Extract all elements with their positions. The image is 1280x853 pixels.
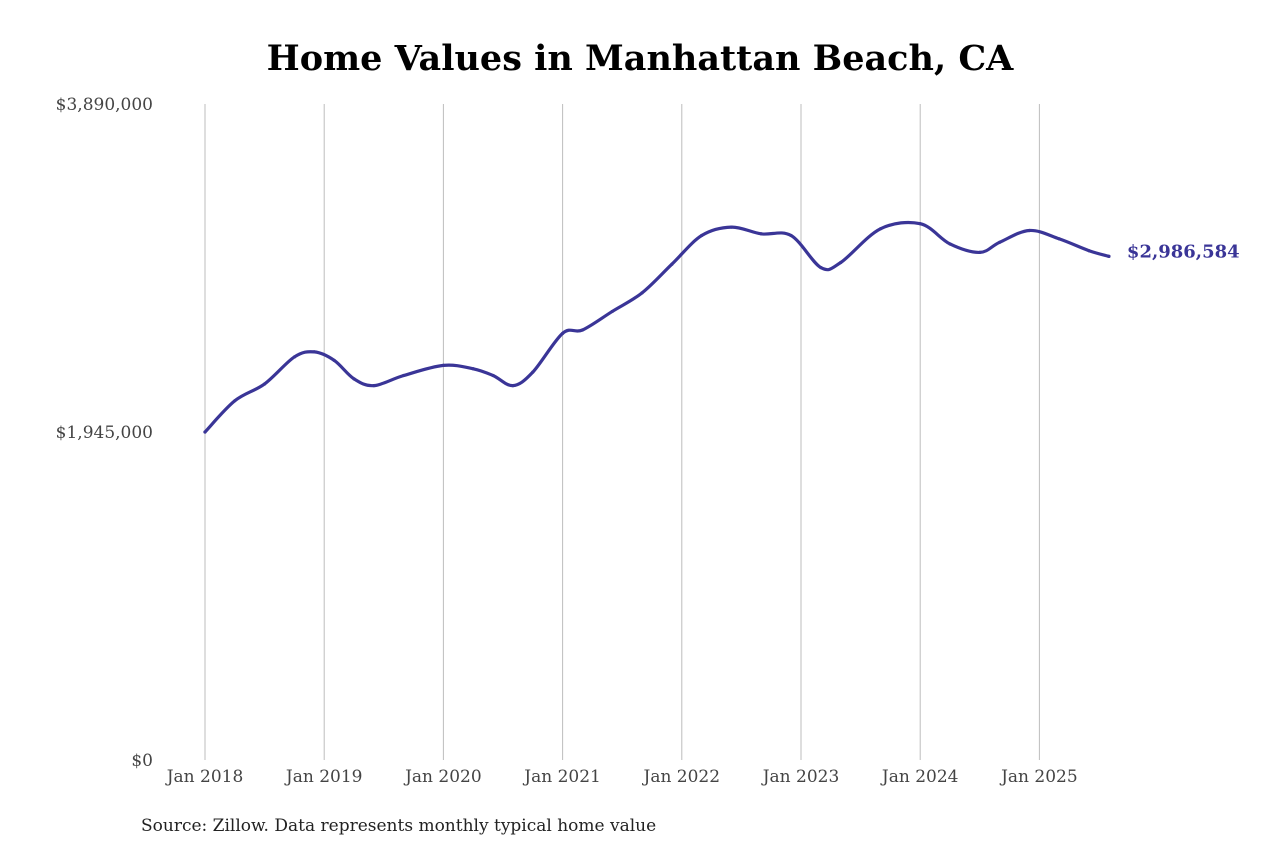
series-point	[580, 328, 585, 332]
series-point	[1107, 254, 1111, 258]
series-point	[312, 350, 316, 354]
y-tick-label: $0	[131, 751, 153, 771]
series-point	[759, 232, 763, 236]
series-point	[700, 233, 704, 238]
y-axis-ticks: $0 $1,945,000 $3,890,000	[56, 95, 153, 771]
series-point	[1057, 237, 1061, 241]
series-point	[561, 331, 565, 335]
x-tick-label: Jan 2023	[761, 767, 840, 787]
series-point	[839, 260, 843, 265]
series-point	[372, 384, 376, 388]
series-point	[233, 399, 237, 403]
series-point	[402, 373, 406, 378]
series-point	[1087, 249, 1091, 253]
chart-title: Home Values in Manhattan Beach, CA	[266, 38, 1014, 79]
x-tick-label: Jan 2021	[522, 767, 601, 787]
series-point	[878, 227, 883, 231]
series-line-home-value	[203, 220, 1111, 434]
x-tick-label: Jan 2020	[403, 767, 482, 787]
series-point	[998, 240, 1002, 244]
y-tick-label: $1,945,000	[56, 423, 153, 443]
series-point	[471, 367, 475, 371]
series-point	[789, 233, 793, 238]
series-point	[640, 291, 644, 295]
x-tick-label: Jan 2019	[284, 767, 363, 787]
series-point	[292, 355, 296, 359]
x-tick-label: Jan 2018	[165, 767, 244, 787]
series-point	[978, 250, 982, 255]
x-tick-label: Jan 2022	[642, 767, 721, 787]
series-point	[729, 225, 734, 229]
series-point	[441, 363, 445, 367]
series-point	[332, 358, 336, 362]
series-point	[948, 242, 952, 246]
series-point	[819, 265, 823, 270]
end-value-label: $2,986,584	[1127, 241, 1240, 262]
series-point	[263, 382, 267, 386]
series-point	[1027, 228, 1032, 233]
x-tick-label: Jan 2024	[880, 767, 959, 787]
x-axis-ticks: Jan 2018 Jan 2019 Jan 2020 Jan 2021 Jan 2022…	[165, 767, 1078, 787]
series-point	[670, 262, 674, 266]
x-tick-label: Jan 2025	[999, 767, 1078, 787]
series-point	[610, 309, 614, 314]
y-tick-label: $3,890,000	[56, 95, 153, 115]
series-point	[918, 222, 922, 226]
series-point	[531, 370, 535, 374]
series-point	[203, 430, 207, 434]
series-point	[491, 373, 495, 378]
series-points	[203, 222, 1111, 434]
gridlines	[204, 104, 1040, 760]
series-point	[511, 384, 515, 388]
series-point	[352, 377, 356, 381]
source-note: Source: Zillow. Data represents monthly …	[141, 816, 657, 836]
